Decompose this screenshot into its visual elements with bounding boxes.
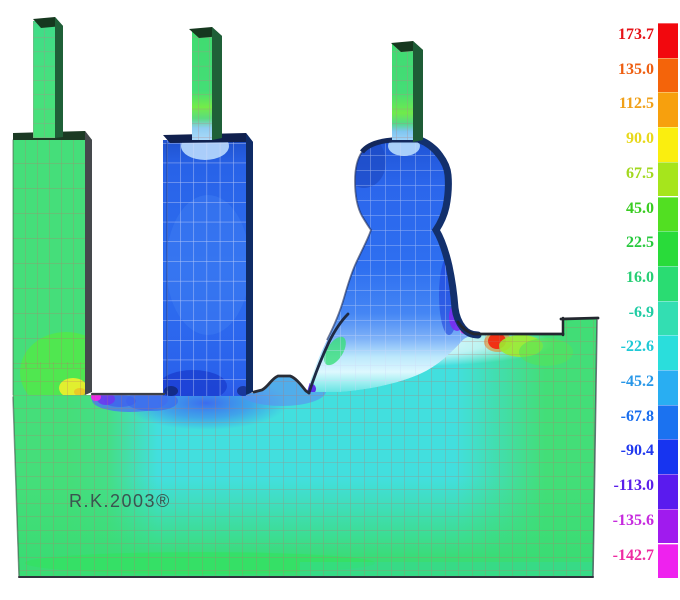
legend-color-segment — [658, 127, 678, 162]
legend-color-segment — [658, 404, 678, 440]
legend-color-segment — [658, 231, 678, 266]
left-pedestal — [13, 138, 85, 395]
legend-color-segment — [658, 23, 678, 58]
column-side-face — [246, 133, 253, 395]
left-chimney — [33, 17, 63, 138]
legend-color-segment — [658, 439, 678, 475]
watermark: R.K.2003® — [69, 491, 171, 511]
legend-color-segment — [658, 474, 678, 509]
right-chimney-side-face — [413, 41, 423, 142]
legend-color-segment — [658, 196, 678, 232]
bottle-left-edge — [326, 139, 393, 341]
legend-color-segment — [658, 370, 678, 405]
legend-color-segment — [658, 508, 678, 544]
legend-color-segment — [658, 300, 678, 336]
surface-edges — [12, 139, 600, 578]
middle-column — [163, 140, 246, 396]
pedestal-side-face — [85, 131, 92, 395]
right-chimney — [391, 41, 423, 142]
fem-contour-plot — [12, 17, 600, 578]
middle-chimney-side-face — [212, 27, 222, 140]
left-chimney-side-face — [55, 17, 63, 138]
legend-color-segment — [658, 335, 678, 370]
base-slab — [13, 315, 597, 578]
middle-chimney — [189, 27, 222, 140]
legend-color-segment — [658, 57, 678, 93]
legend-color-segment — [658, 92, 678, 128]
legend-color-segment — [658, 161, 678, 197]
legend-color-segment — [658, 543, 678, 579]
legend-color-segment — [658, 265, 678, 301]
